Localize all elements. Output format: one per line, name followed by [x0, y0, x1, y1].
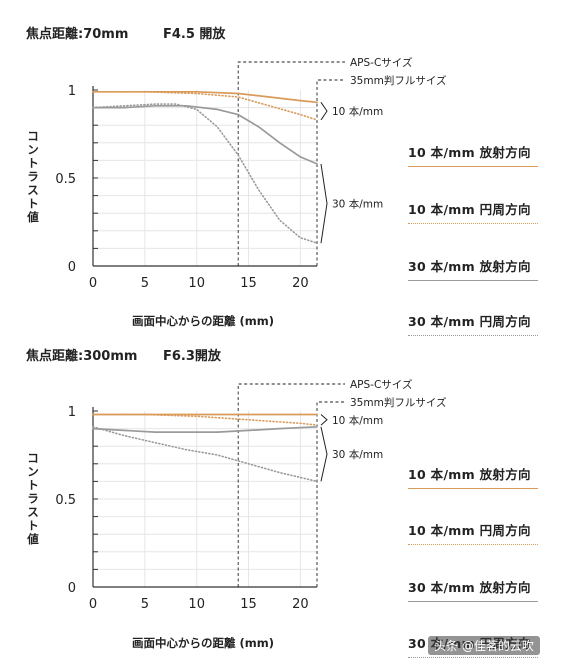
- p1-bracket-10lp: [320, 102, 328, 121]
- p2-group-label-30lp: 30 本/mm: [332, 448, 383, 461]
- p2-xtick-label-2: 10: [188, 597, 205, 612]
- p1-chart-title: 焦点距離:70mm: [25, 26, 128, 42]
- watermark: 头条 @佳茗的云吹: [428, 636, 540, 655]
- p1-group-label-30lp: 30 本/mm: [332, 198, 383, 211]
- p2-ytick-label-2: 1: [68, 405, 76, 420]
- legend-10lp-circumferential: 10 本/mm 円周方向: [408, 199, 538, 224]
- p1-bracket-30lp: [320, 163, 328, 244]
- p1-xtick-label-1: 5: [141, 276, 149, 291]
- p2-group-label-10lp: 10 本/mm: [332, 414, 383, 427]
- p2-y-axis-label-char-1: ン: [27, 465, 39, 479]
- p1-y-axis-label-char-2: ト: [27, 156, 39, 170]
- p1-apsc-frame-line: [237, 61, 345, 266]
- p1-series-line-1: [92, 91, 318, 121]
- p1-ff-label: 35mm判フルサイズ: [350, 74, 447, 87]
- legend-30lp-radial: 30 本/mm 放射方向: [408, 256, 538, 281]
- p1-xtick-label-4: 20: [292, 276, 309, 291]
- p1-xtick-label-2: 10: [188, 276, 205, 291]
- legend-30lp-circumferential: 30 本/mm 円周方向: [408, 311, 538, 336]
- p1-group-label-10lp: 10 本/mm: [332, 105, 383, 118]
- p1-y-axis-label-char-5: ト: [27, 197, 39, 211]
- p1-ytick-label-0: 0: [68, 260, 76, 275]
- p2-y-axis-label-char-0: コ: [27, 451, 39, 465]
- p1-ytick-label-2: 1: [68, 84, 76, 99]
- p1-y-axis-label-char-3: ラ: [27, 170, 39, 184]
- legend-10lp-radial-2: 10 本/mm 放射方向: [408, 464, 538, 489]
- p2-y-axis-label-char-2: ト: [27, 478, 39, 492]
- p2-series-line-1: [92, 413, 318, 426]
- legend-10lp-circumferential-2: 10 本/mm 円周方向: [408, 520, 538, 545]
- p2-ff-label: 35mm判フルサイズ: [350, 396, 447, 409]
- p1-xtick-label-0: 0: [89, 276, 97, 291]
- p1-chart-subtitle: F4.5 開放: [163, 26, 226, 42]
- p2-bracket-30lp: [320, 426, 328, 482]
- p1-y-axis-label-char-0: コ: [27, 129, 39, 143]
- p2-ff-frame-line: [316, 401, 345, 587]
- p2-bracket-10lp: [320, 414, 328, 426]
- p1-apsc-label: APS-Cサイズ: [350, 56, 413, 69]
- p2-chart-title: 焦点距離:300mm: [25, 348, 137, 364]
- p2-xtick-label-0: 0: [89, 597, 97, 612]
- p1-ff-frame-line: [316, 79, 345, 266]
- p1-y-axis-label-char-6: 値: [26, 210, 39, 224]
- p2-apsc-label: APS-Cサイズ: [350, 378, 413, 391]
- p1-x-axis-label: 画面中心からの距離 (mm): [132, 314, 274, 328]
- p2-ytick-label-0: 0: [68, 581, 76, 596]
- p2-xtick-label-3: 15: [240, 597, 257, 612]
- p2-series-line-3: [92, 425, 318, 483]
- p2-chart-subtitle: F6.3開放: [163, 348, 222, 364]
- p2-xtick-label-4: 20: [292, 597, 309, 612]
- p1-ytick-label-1: 0.5: [55, 172, 76, 187]
- p1-y-axis-label-char-1: ン: [27, 143, 39, 157]
- p2-y-axis-label-char-3: ラ: [27, 492, 39, 506]
- p1-xtick-label-3: 15: [240, 276, 257, 291]
- p1-y-axis-label-char-4: ス: [27, 183, 39, 197]
- p1-series-line-3: [92, 103, 318, 244]
- p2-x-axis-label: 画面中心からの距離 (mm): [132, 636, 274, 650]
- p1-series-line-2: [92, 104, 318, 165]
- p2-apsc-frame-line: [237, 383, 345, 587]
- legend-10lp-radial: 10 本/mm 放射方向: [408, 142, 538, 167]
- p2-y-axis-label-char-5: ト: [27, 519, 39, 533]
- p2-series-line-2: [92, 425, 318, 433]
- legend-30lp-radial-2: 30 本/mm 放射方向: [408, 577, 538, 602]
- p2-xtick-label-1: 5: [141, 597, 149, 612]
- p1-series-line-0: [92, 90, 318, 104]
- p2-y-axis-label-char-6: 値: [26, 532, 39, 546]
- p2-ytick-label-1: 0.5: [55, 493, 76, 508]
- p2-y-axis-label-char-4: ス: [27, 505, 39, 519]
